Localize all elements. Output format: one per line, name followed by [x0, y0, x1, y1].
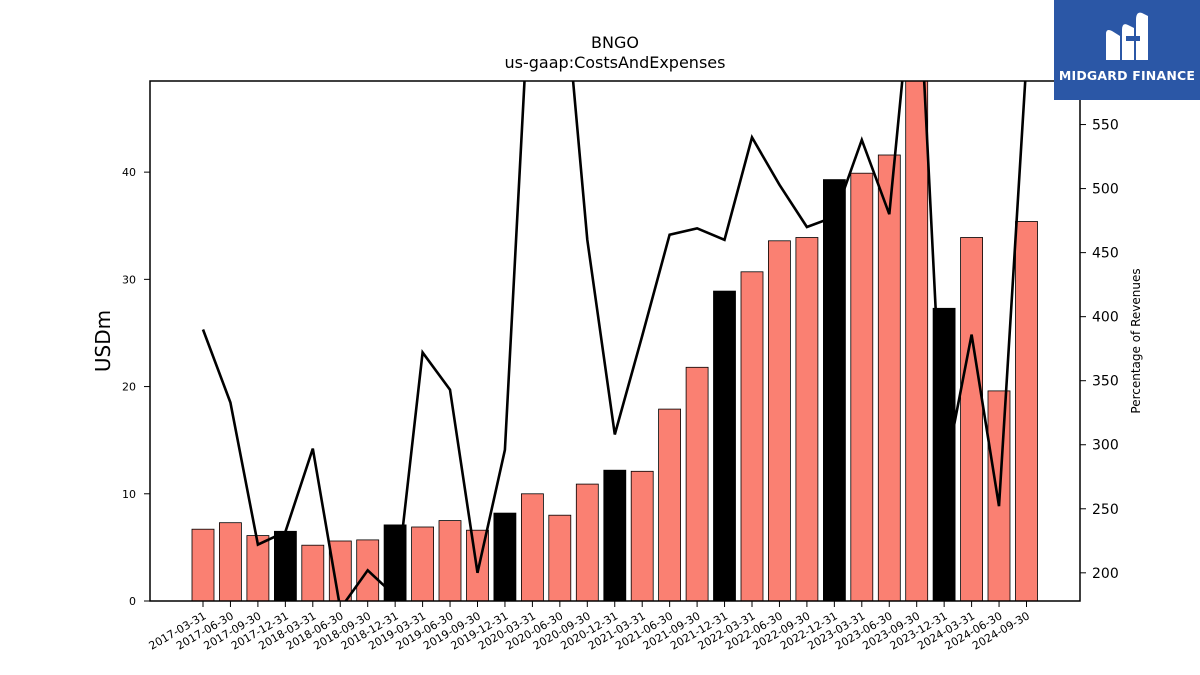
bar-2023-03-31: [850, 172, 874, 601]
bar-2024-09-30: [1015, 221, 1038, 601]
y-axis-label: USDm: [91, 310, 115, 372]
y-tick-label: 30: [122, 273, 136, 286]
bar-2022-06-30: [768, 240, 791, 601]
logo-text: MIDGARD FINANCE: [1058, 68, 1196, 83]
bar-2023-06-30: [877, 154, 901, 601]
midgard-logo-icon: [1106, 12, 1148, 61]
bar-2021-03-31: [630, 470, 654, 601]
y2-tick-label: 350: [1092, 374, 1119, 390]
bar-2020-03-31: [521, 493, 544, 601]
bar-2017-03-31: [191, 528, 215, 601]
bar-2024-03-31: [960, 237, 983, 601]
y2-tick-label: 250: [1092, 502, 1119, 518]
bar-2021-12-31: [713, 290, 736, 601]
y-tick-label: 10: [122, 488, 136, 501]
y2-tick-label: 300: [1092, 438, 1119, 454]
bar-2019-12-31: [493, 512, 517, 601]
y-tick-label: 20: [122, 381, 136, 394]
bar-2018-06-30: [328, 540, 352, 601]
y2-tick-label: 500: [1092, 182, 1119, 198]
bar-2021-09-30: [685, 366, 709, 601]
bar-2019-03-31: [411, 526, 435, 601]
bar-2022-12-31: [823, 179, 846, 601]
bar-2023-09-30: [905, 81, 929, 601]
midgard-finance-logo: MIDGARD FINANCE: [1054, 0, 1200, 100]
bar-2018-03-31: [301, 544, 325, 601]
bar-2017-06-30: [218, 522, 242, 601]
y2-tick-label: 550: [1092, 118, 1119, 134]
y-tick-label: 40: [122, 166, 136, 179]
bar-2022-03-31: [740, 271, 764, 601]
bar-2020-09-30: [575, 483, 599, 601]
bar-2020-12-31: [603, 469, 627, 601]
bar-2020-06-30: [548, 514, 572, 601]
y2-axis-label: Percentage of Revenues: [1129, 268, 1143, 413]
bar-2021-06-30: [658, 408, 681, 601]
y-tick-label: 0: [129, 595, 136, 608]
percentage-of-revenues-line: [201, 81, 1027, 601]
bar-2019-06-30: [438, 520, 462, 601]
chart-subtitle: us-gaap:CostsAndExpenses: [505, 53, 726, 72]
y2-tick-label: 400: [1092, 310, 1119, 326]
bar-2017-12-31: [273, 530, 297, 601]
bar-2022-09-30: [795, 237, 819, 601]
y2-tick-label: 200: [1092, 566, 1119, 582]
y2-tick-label: 450: [1092, 246, 1119, 262]
chart-title: BNGO: [591, 33, 639, 52]
